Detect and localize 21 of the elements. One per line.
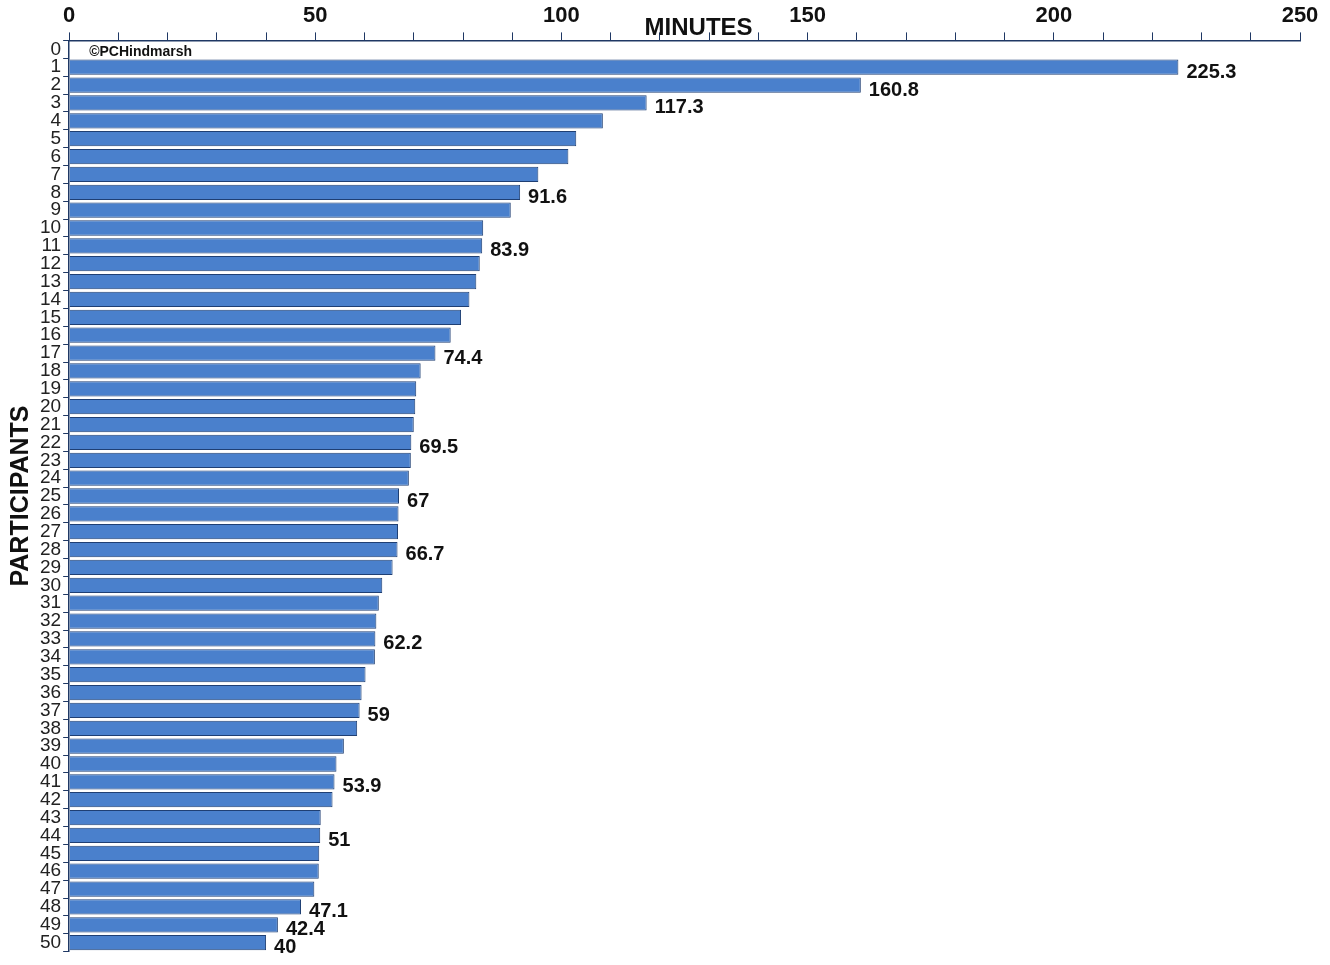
x-axis-title: MINUTES [644,12,753,40]
data-label: 225.3 [1186,59,1237,82]
data-label: 67 [407,488,430,511]
x-tick-label: 200 [1035,2,1073,28]
data-label: 66.7 [405,542,445,565]
data-label: 91.6 [528,184,568,207]
data-label: 53.9 [342,774,382,797]
x-tick-label: 50 [303,2,328,28]
data-label: 62.2 [383,631,423,654]
data-label: 83.9 [490,238,530,261]
annotation: ©PCHindmarsh [89,43,193,60]
data-label: 69.5 [419,434,459,457]
data-label: 51 [328,827,351,850]
data-label: 74.4 [443,345,484,368]
data-label: 59 [367,702,390,725]
y-axis-title: PARTICIPANTS [4,405,33,587]
data-label: 117.3 [654,95,704,118]
x-tick-label: 100 [543,2,580,28]
x-tick-label: 250 [1281,2,1319,28]
data-label: 160.8 [868,77,919,100]
x-tick-label: 150 [789,2,827,28]
